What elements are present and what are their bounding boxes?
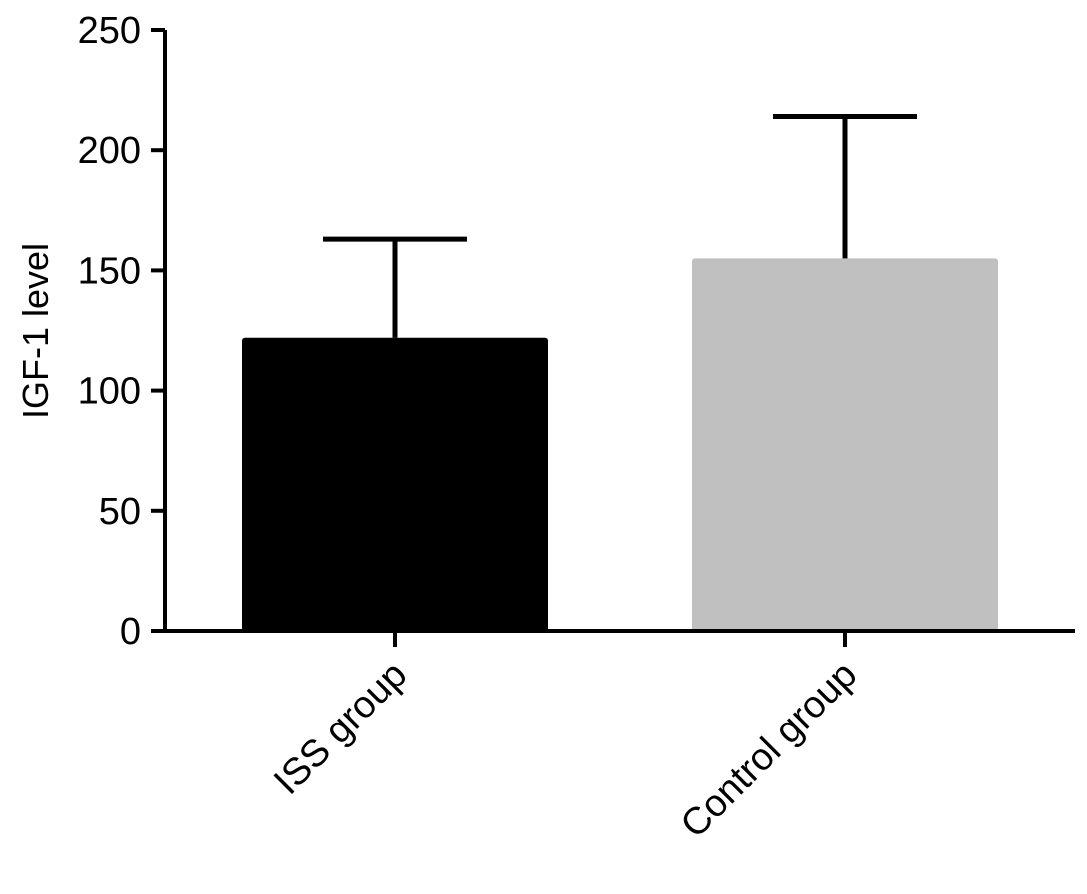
y-tick-label: 150 [78,250,141,292]
y-tick-label: 100 [78,371,141,413]
bars [242,258,998,631]
y-ticks: 0 50 100 150 200 250 [78,10,165,653]
y-tick-label: 50 [99,491,141,533]
x-tick-label: Control group [673,654,866,847]
y-tick-label: 250 [78,10,141,52]
y-axis-title: IGF-1 level [15,243,56,419]
axes [163,30,1075,633]
bar [242,337,548,631]
x-tick-label: ISS group [266,654,415,803]
y-tick-label: 200 [78,130,141,172]
y-tick-label: 0 [120,611,141,653]
bar [692,258,998,631]
error-bars [323,114,917,338]
x-ticks: ISS group Control group [266,631,865,846]
